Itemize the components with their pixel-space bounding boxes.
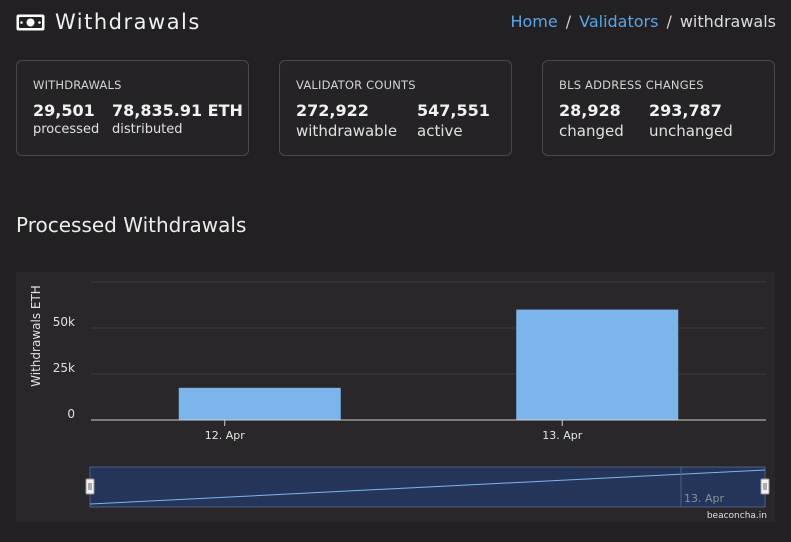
breadcrumb-separator: / — [565, 12, 572, 31]
breadcrumb-home-link[interactable]: Home — [510, 12, 558, 31]
breadcrumb-current: withdrawals — [679, 12, 776, 31]
navigator-right-handle[interactable] — [760, 478, 770, 495]
stat-value: 28,928 — [559, 101, 621, 120]
breadcrumb-validators-link[interactable]: Validators — [579, 12, 659, 31]
y-axis-title: Withdrawals ETH — [29, 285, 43, 387]
stat-label: active — [417, 122, 463, 140]
card-title: VALIDATOR COUNTS — [296, 78, 416, 92]
stat-processed: 29,501 processed — [33, 101, 99, 137]
stat-label: withdrawable — [296, 122, 398, 140]
y-tick-label: 0 — [67, 407, 75, 421]
stat-value: 547,551 — [417, 101, 490, 120]
chart-credits-link[interactable]: beaconcha.in — [707, 511, 767, 521]
stat-distributed: 78,835.91 ETH distributed — [112, 101, 243, 137]
stat-value: 29,501 — [33, 101, 95, 120]
y-tick-label: 50k — [53, 315, 75, 329]
stat-unchanged: 293,787 unchanged — [649, 101, 733, 140]
stat-active: 547,551 active — [417, 101, 490, 140]
stat-value: 293,787 — [649, 101, 722, 120]
bls-changes-card: BLS ADDRESS CHANGES 28,928 changed 293,7… — [542, 60, 775, 156]
money-icon — [16, 14, 45, 30]
stat-label: processed — [33, 122, 100, 137]
x-tick-label: 12. Apr — [205, 429, 245, 442]
navigator-left-handle[interactable] — [85, 478, 95, 495]
page-header: Withdrawals Home / Validators / withdraw… — [16, 8, 776, 38]
breadcrumb-separator: / — [666, 12, 672, 31]
navigator-series — [89, 469, 766, 505]
stat-changed: 28,928 changed — [559, 101, 624, 140]
stat-label: unchanged — [649, 122, 733, 140]
card-title: BLS ADDRESS CHANGES — [559, 78, 704, 92]
x-tick-label: 13. Apr — [542, 429, 582, 442]
validator-counts-card: VALIDATOR COUNTS 272,922 withdrawable 54… — [279, 60, 512, 156]
bar[interactable] — [516, 309, 679, 420]
stat-label: distributed — [112, 122, 183, 137]
y-tick-label: 25k — [53, 361, 75, 375]
card-title: WITHDRAWALS — [33, 78, 122, 92]
stat-withdrawable: 272,922 withdrawable — [296, 101, 397, 140]
navigator-label: 13. Apr — [684, 492, 724, 505]
title-wrap: Withdrawals — [16, 10, 201, 34]
section-title: Processed Withdrawals — [16, 213, 247, 237]
page-title: Withdrawals — [55, 10, 201, 34]
stat-value: 272,922 — [296, 101, 369, 120]
stat-value: 78,835.91 ETH — [112, 101, 243, 120]
withdrawals-card: WITHDRAWALS 29,501 processed 78,835.91 E… — [16, 60, 249, 156]
withdrawals-chart: 0 25k 50k Withdrawals ETH 12. Apr 13. Apr 13. … — [16, 272, 775, 522]
chart-svg: 0 25k 50k Withdrawals ETH 12. Apr 13. Apr 13. … — [29, 281, 770, 521]
stat-label: changed — [559, 122, 624, 140]
breadcrumb: Home / Validators / withdrawals — [510, 12, 776, 31]
bar[interactable] — [178, 387, 341, 420]
